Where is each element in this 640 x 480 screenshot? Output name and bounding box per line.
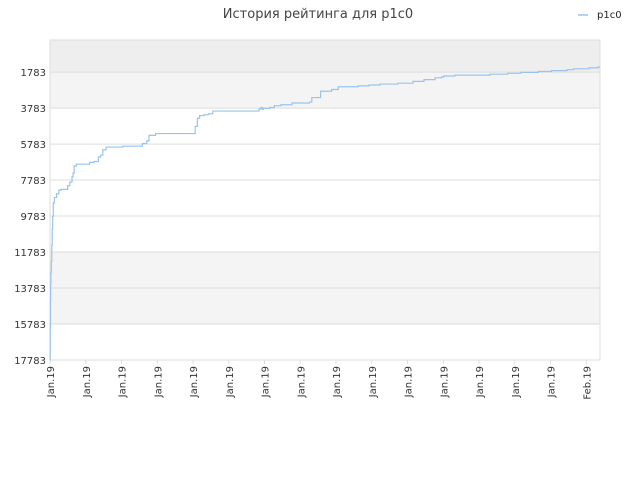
band xyxy=(50,180,600,217)
chart-title: История рейтинга для p1c0 xyxy=(223,7,413,22)
band xyxy=(50,324,600,360)
x-tick-label: Jan.19 xyxy=(296,366,307,398)
band xyxy=(50,252,600,289)
x-tick-label: Jan.19 xyxy=(368,366,379,398)
x-tick-label: Jan.19 xyxy=(511,366,522,398)
x-tick-label: Feb.19 xyxy=(582,366,593,400)
legend: p1c0 xyxy=(578,10,622,21)
x-tick-label: Jan.19 xyxy=(439,366,450,398)
y-tick-label: 13783 xyxy=(14,284,46,295)
x-tick-label: Jan.19 xyxy=(475,366,486,398)
y-tick-label: 1783 xyxy=(21,68,46,79)
x-tick-label: Jan.19 xyxy=(82,366,93,398)
x-tick-label: Jan.19 xyxy=(46,366,57,398)
x-tick-label: Jan.19 xyxy=(118,366,129,398)
x-tick-label: Jan.19 xyxy=(404,366,415,398)
band xyxy=(50,108,600,145)
band xyxy=(50,72,600,109)
x-tick-label: Jan.19 xyxy=(547,366,558,398)
x-tick-label: Jan.19 xyxy=(332,366,343,398)
series-line-p1c0 xyxy=(49,66,600,361)
x-axis: Jan.19 Jan.19 Jan.19 Jan.19 Jan.19 Jan.19 Jan.… xyxy=(46,360,593,400)
y-tick-label: 7783 xyxy=(21,176,46,187)
y-tick-label: 17783 xyxy=(14,356,46,367)
y-tick-label: 15783 xyxy=(14,320,46,331)
background-bands xyxy=(50,40,600,360)
band xyxy=(50,288,600,325)
y-tick-label: 11783 xyxy=(14,248,46,259)
y-tick-label: 9783 xyxy=(21,212,46,223)
x-tick-label: Jan.19 xyxy=(225,366,236,398)
band xyxy=(50,40,600,73)
x-tick-label: Jan.19 xyxy=(189,366,200,398)
band xyxy=(50,216,600,253)
y-tick-label: 3783 xyxy=(21,104,46,115)
series-layer xyxy=(49,66,600,361)
x-tick-label: Jan.19 xyxy=(261,366,272,398)
band xyxy=(50,144,600,181)
x-tick-label: Jan.19 xyxy=(153,366,164,398)
plot-frame xyxy=(49,39,601,361)
y-tick-label: 5783 xyxy=(21,140,46,151)
y-axis: 1783 3783 5783 7783 9783 11783 13783 15783 17783 xyxy=(14,68,46,367)
legend-label-p1c0: p1c0 xyxy=(597,10,622,21)
